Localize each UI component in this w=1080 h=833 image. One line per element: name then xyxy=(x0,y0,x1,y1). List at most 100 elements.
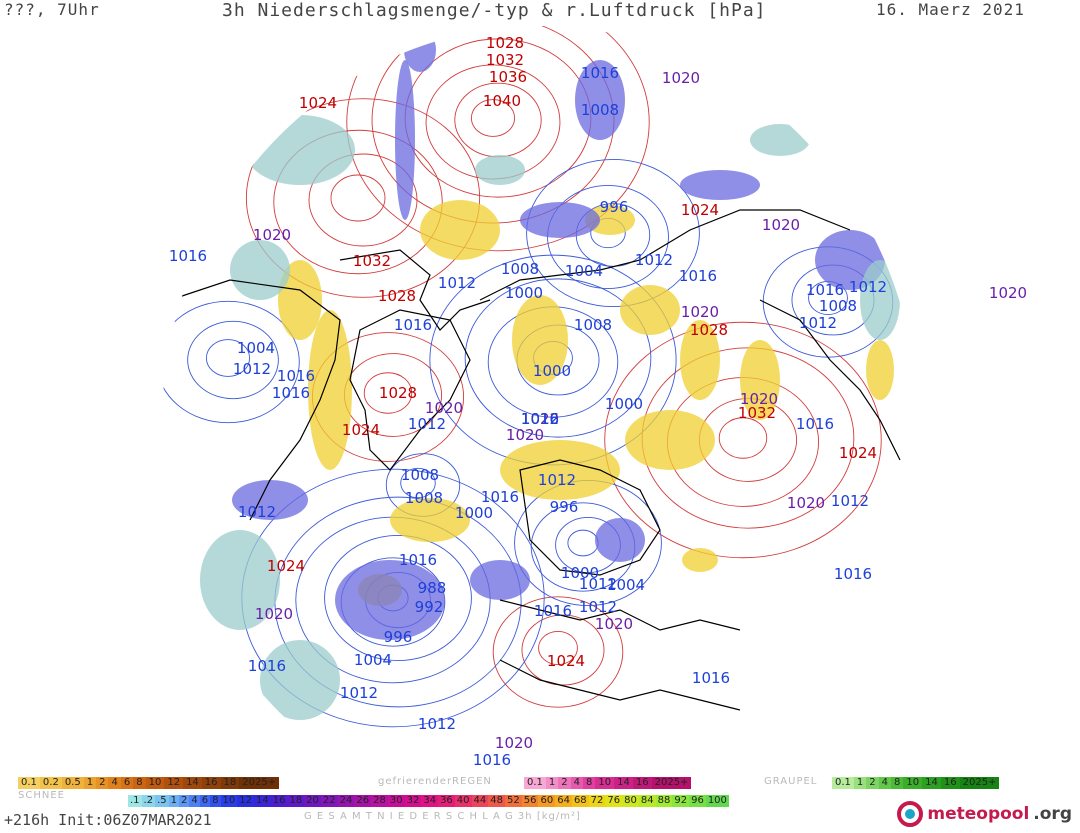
pressure-label-low: 992 xyxy=(415,598,444,616)
graupel-legend-swatch: 16 xyxy=(940,777,960,789)
pressure-label-low: 1008 xyxy=(819,297,857,315)
isobar xyxy=(187,320,279,400)
pressure-label-mid: 1020 xyxy=(787,494,825,512)
pressure-label-high: 1032 xyxy=(738,404,776,422)
pressure-label-low: 1004 xyxy=(237,339,275,357)
pressure-label-low: 1012 xyxy=(233,360,271,378)
coastline xyxy=(339,249,491,331)
freezing-rain-legend-swatch: 14 xyxy=(614,777,633,789)
rain-area xyxy=(335,560,445,640)
snow-legend-swatch: 16 xyxy=(201,777,221,789)
logo-icon xyxy=(897,801,924,827)
pressure-label-high: 1028 xyxy=(486,34,524,52)
pressure-label-high: 1028 xyxy=(690,321,728,339)
graupel-legend-swatch: 2 xyxy=(866,777,879,789)
isobar xyxy=(492,596,624,708)
total-precip-legend: .1.2.5 1 2 4 6 8 10 12 14 16 18 20 22 24 26 28 30 32 34 36 4… xyxy=(128,795,729,807)
total-precip-legend-swatch: 24 xyxy=(337,795,355,807)
graupel-legend-swatch: 8 xyxy=(891,777,904,789)
isobar xyxy=(464,278,652,438)
coastline xyxy=(499,599,741,631)
total-precip-legend-swatch: 32 xyxy=(404,795,422,807)
snow-legend-swatch: 0.1 xyxy=(18,777,40,789)
pressure-label-high: 1024 xyxy=(839,444,877,462)
total-precip-legend-swatch: 18 xyxy=(287,795,305,807)
pressure-label-low: 1008 xyxy=(581,101,619,119)
pressure-label-mid: 1020 xyxy=(989,284,1027,302)
snow-legend-swatch: 18 xyxy=(220,777,240,789)
pressure-label-low: 996 xyxy=(600,198,629,216)
total-precip-legend-swatch: 12 xyxy=(237,795,254,807)
snow-area xyxy=(866,340,894,400)
total-precip-legend-swatch: .2 xyxy=(141,795,156,807)
total-precip-legend-swatch: 6 xyxy=(199,795,211,807)
graupel-legend-swatch: 10 xyxy=(903,777,923,789)
drizzle-area xyxy=(245,115,355,185)
pressure-label-mid: 1020 xyxy=(762,216,800,234)
pressure-label-low: 1016 xyxy=(399,551,437,569)
drizzle-area xyxy=(750,124,810,156)
snow-legend-swatch: 1 xyxy=(83,777,97,789)
pressure-label-low: 1000 xyxy=(561,564,599,582)
snow-legend-swatch: 0.5 xyxy=(61,777,84,789)
pressure-label-low: 1012 xyxy=(438,274,476,292)
graupel-legend-title: GRAUPEL xyxy=(764,776,818,787)
pressure-label-low: 1016 xyxy=(796,415,834,433)
graupel-legend: 0.1 1 2 4 8 10 14 16 2025+ xyxy=(832,777,1000,789)
snow-legend-swatch: 12 xyxy=(164,777,184,789)
total-precip-legend-swatch: 14 xyxy=(253,795,271,807)
total-precip-legend-swatch: 40 xyxy=(454,795,472,807)
total-precip-legend-swatch: 96 xyxy=(689,795,706,807)
pressure-label-low: 1012 xyxy=(538,471,576,489)
pressure-label-low: 1016 xyxy=(679,267,717,285)
pressure-label-low: 1008 xyxy=(574,316,612,334)
isobar xyxy=(324,534,472,662)
pressure-label-low: 996 xyxy=(384,628,413,646)
total-precip-legend-swatch: 60 xyxy=(538,795,556,807)
snow-area xyxy=(680,320,720,400)
total-precip-legend-swatch: 64 xyxy=(555,795,572,807)
isobar xyxy=(205,339,251,377)
total-precip-legend-swatch: .1 xyxy=(128,795,142,807)
rain-area xyxy=(404,28,436,72)
total-precip-legend-swatch: 48 xyxy=(488,795,505,807)
graupel-legend-swatch: 1 xyxy=(853,777,867,789)
isobar xyxy=(538,630,578,666)
graupel-legend-swatch: 14 xyxy=(922,777,941,789)
snow-legend-swatch: 8 xyxy=(133,777,146,789)
total-precip-legend-swatch: 88 xyxy=(655,795,673,807)
drizzle-area xyxy=(230,240,290,300)
pressure-label-mid: 1020 xyxy=(681,303,719,321)
snow-area xyxy=(512,295,568,385)
total-precip-legend-swatch: 56 xyxy=(521,795,539,807)
pressure-label-low: 1012 xyxy=(579,598,617,616)
total-precip-legend-swatch: 10 xyxy=(220,795,238,807)
isobar xyxy=(245,98,481,298)
pressure-label-low: 1000 xyxy=(455,504,493,522)
pressure-label-low: 1016 xyxy=(534,602,572,620)
pressure-label-high: 1024 xyxy=(342,421,380,439)
isobar xyxy=(162,300,300,424)
pressure-label-low: 1016 xyxy=(394,316,432,334)
freezing-rain-legend-swatch: 2 xyxy=(558,777,571,789)
snow-area xyxy=(740,340,780,420)
pressure-label-low: 1012 xyxy=(799,314,837,332)
snow-legend-title: SCHNEE xyxy=(18,790,65,801)
pressure-label-low: 1016 xyxy=(692,669,730,687)
graupel-legend-swatch: 2025+ xyxy=(959,777,1000,789)
pressure-label-low: 1016 xyxy=(521,410,559,428)
pressure-label-low: 1016 xyxy=(272,384,310,402)
isobar xyxy=(273,129,443,275)
total-precip-legend-swatch: 34 xyxy=(421,795,439,807)
meteopool-logo: meteopool .org xyxy=(897,801,1072,827)
pressure-label-low: 1016 xyxy=(481,488,519,506)
snow-legend-swatch: 14 xyxy=(183,777,202,789)
isobar xyxy=(330,174,386,222)
drizzle-area xyxy=(260,640,340,720)
isobar xyxy=(521,614,605,686)
pressure-label-low: 1016 xyxy=(581,64,619,82)
pressure-label-low: 1012 xyxy=(418,715,456,733)
rain-area xyxy=(520,202,600,238)
snow-area xyxy=(625,410,715,470)
pressure-label-low: 1016 xyxy=(473,751,511,769)
